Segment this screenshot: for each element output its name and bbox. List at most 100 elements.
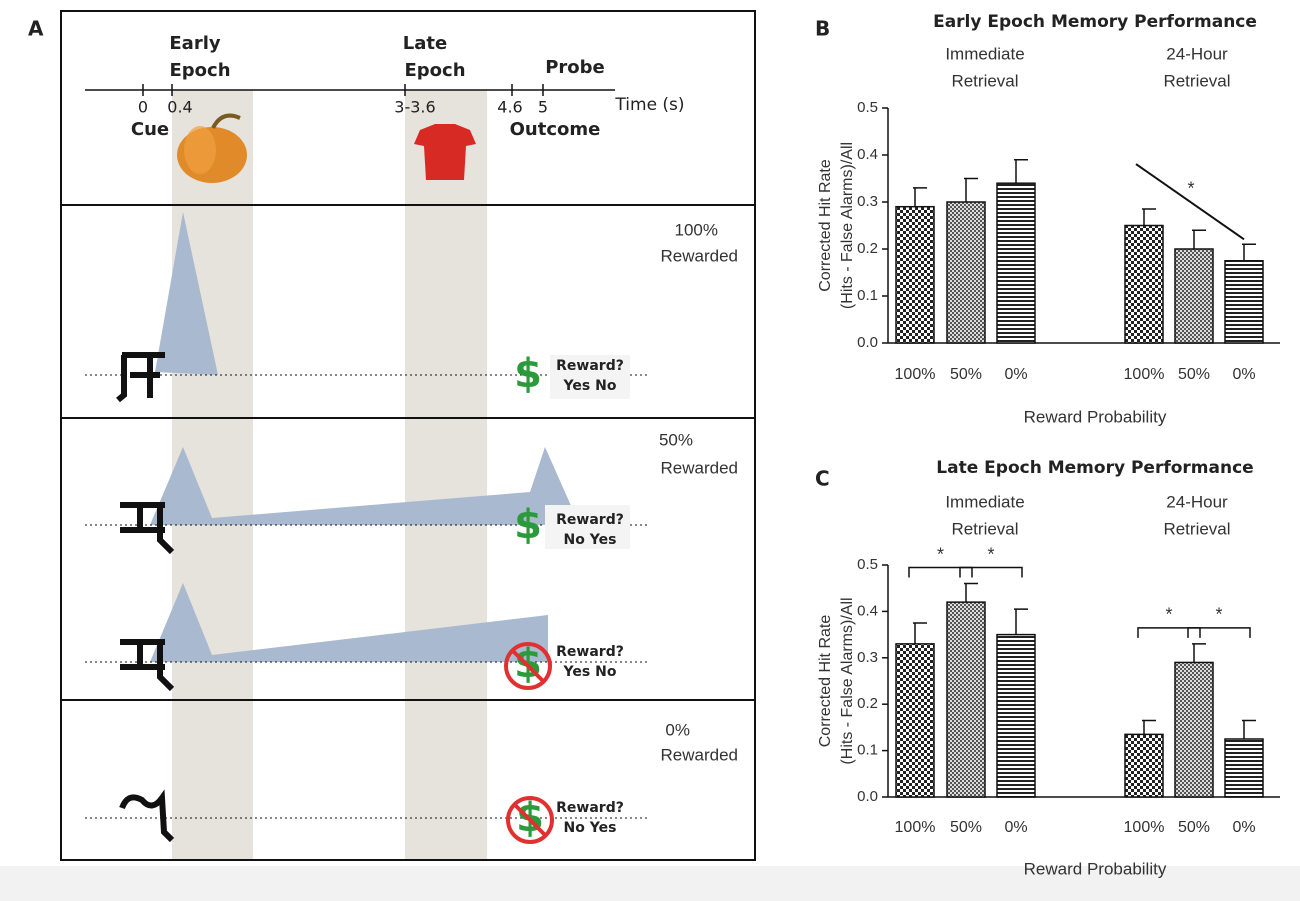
y-tick-label: 0.4: [857, 146, 878, 163]
cue-symbol: [120, 639, 175, 692]
chart-title: Late Epoch Memory Performance: [936, 458, 1253, 478]
bar: [1124, 224, 1164, 344]
significance: *: [1215, 605, 1222, 625]
condition-label: 50%: [659, 430, 693, 449]
response-shape: [150, 447, 572, 525]
bar: [895, 643, 935, 798]
shirt: [414, 124, 476, 180]
error-bar: [1142, 719, 1156, 735]
x-axis-label: Reward Probability: [1024, 859, 1167, 878]
choices: Yes No: [563, 378, 617, 394]
time-tick: 0: [138, 98, 148, 117]
group-label: Immediate: [945, 44, 1024, 63]
x-tick-label: 100%: [1124, 366, 1165, 383]
outcome-label: Outcome: [510, 119, 601, 140]
bracket: [959, 566, 1023, 578]
group-label: Retrieval: [1163, 71, 1230, 90]
trend-line: [1135, 163, 1245, 241]
x-tick-label: 0%: [1004, 819, 1027, 836]
error-bar: [1242, 719, 1256, 739]
no-sign: [506, 796, 554, 844]
y-tick-label: 0.2: [857, 240, 878, 257]
condition-label: 0%: [665, 720, 690, 739]
bar: [946, 201, 986, 344]
y-tick-label: 0.4: [857, 602, 878, 619]
y-axis-label: Corrected Hit Rate: [817, 615, 834, 748]
pumpkin: [177, 113, 247, 183]
choices: Yes No: [563, 664, 617, 680]
y-tick-label: 0.5: [857, 556, 878, 573]
chart-title: Early Epoch Memory Performance: [933, 12, 1257, 32]
significance: *: [987, 544, 994, 564]
y-axis-label: Corrected Hit Rate: [817, 159, 834, 292]
bar: [1124, 733, 1164, 798]
x-axis-label: Reward Probability: [1024, 407, 1167, 426]
y-tick-label: 0.0: [857, 334, 878, 351]
x-tick-label: 100%: [895, 366, 936, 383]
condition-label: Rewarded: [661, 458, 739, 477]
y-axis-label: (Hits - False Alarms)/All: [839, 597, 856, 764]
x-tick-label: 50%: [950, 366, 982, 383]
bar: [1224, 260, 1264, 344]
bracket: [1187, 627, 1251, 638]
time-tick: 0.4: [167, 98, 192, 117]
cue-label: Cue: [131, 119, 169, 140]
error-bar: [1192, 229, 1206, 249]
error-bar: [913, 187, 927, 207]
prompt: Reward?: [556, 512, 624, 528]
error-bar: [1014, 158, 1028, 184]
y-tick-label: 0.3: [857, 649, 878, 666]
shade: [405, 90, 487, 860]
condition-label: Rewarded: [661, 745, 739, 764]
x-tick-label: 0%: [1232, 366, 1255, 383]
time-tick: 4.6: [497, 98, 522, 117]
x-tick-label: 50%: [950, 819, 982, 836]
panel-a: A Early Epoch Late Epoch Probe 0 0.4 3-3…: [28, 10, 756, 861]
epoch-label: Probe: [545, 57, 605, 78]
x-tick-label: 50%: [1178, 819, 1210, 836]
bar: [996, 633, 1036, 798]
error-bar: [964, 177, 978, 202]
panel-letter: C: [815, 467, 830, 491]
bar: [1224, 738, 1264, 798]
condition-label: 100%: [675, 220, 718, 239]
group-label: 24-Hour: [1166, 492, 1228, 511]
condition-label: Rewarded: [661, 246, 739, 265]
bracket: [1137, 627, 1201, 638]
dollar: $: [514, 502, 542, 548]
bar: [946, 601, 986, 798]
error-bar: [964, 582, 978, 603]
x-tick-label: 100%: [895, 819, 936, 836]
error-bar: [1142, 208, 1156, 226]
cue-symbol: [120, 502, 175, 555]
cue-symbol: [119, 789, 175, 843]
y-tick-label: 0.3: [857, 193, 878, 210]
time-ticks: [142, 84, 544, 96]
prompt: Reward?: [556, 358, 624, 374]
y-axis-label: (Hits - False Alarms)/All: [839, 142, 856, 309]
bar: [1174, 248, 1214, 344]
error-bar: [913, 622, 927, 644]
group-label: Retrieval: [1163, 519, 1230, 538]
significance: *: [1165, 605, 1172, 625]
error-bar: [1192, 643, 1206, 663]
prompt-box: [545, 505, 630, 549]
bottom-strip: [0, 866, 1300, 901]
bracket: [908, 566, 973, 578]
prompt: Reward?: [556, 644, 624, 660]
y-tick-label: 0.2: [857, 695, 878, 712]
response-shape: [150, 583, 548, 662]
prompt-box: [550, 355, 630, 399]
epoch-label: Early: [169, 33, 220, 54]
x-tick-label: 0%: [1004, 366, 1027, 383]
choices: No Yes: [564, 820, 617, 836]
axis-label: Time (s): [614, 95, 684, 115]
significance: *: [1187, 178, 1194, 198]
panel-letter: A: [28, 17, 44, 41]
group-label: Retrieval: [951, 71, 1018, 90]
group-label: Retrieval: [951, 519, 1018, 538]
time-tick: 3-3.6: [394, 98, 435, 117]
epoch-label: Late: [403, 33, 447, 54]
dollar: $: [514, 351, 542, 397]
bar: [895, 205, 935, 344]
